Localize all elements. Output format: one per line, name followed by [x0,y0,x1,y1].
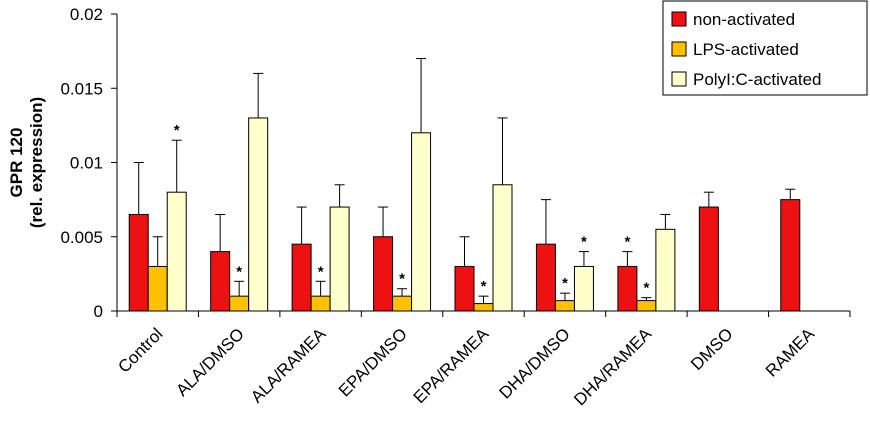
legend-entry: LPS-activated [693,40,799,59]
bar [229,295,250,312]
bar [655,228,676,312]
category-label: DMSO [687,324,736,373]
category-label: Control [114,324,166,376]
bar [454,265,475,312]
significance-marker: * [481,278,487,295]
bar [554,300,575,312]
legend-swatch [671,41,687,57]
bar [210,251,231,312]
significance-marker: * [643,280,649,297]
bar [780,199,801,312]
bar [636,300,657,312]
bar [128,213,149,312]
y-tick-label: 0.01 [70,154,103,173]
bar [147,265,168,312]
bar [573,265,594,312]
bar [617,265,638,312]
category-label: ALA/DMSO [172,324,248,400]
bar [392,295,413,312]
significance-marker: * [581,234,587,251]
legend-entry: PolyI:C-activated [693,70,822,89]
bar [535,243,556,312]
significance-marker: * [318,263,324,280]
category-label: EPA/DMSO [335,324,411,400]
bar [248,117,269,312]
y-axis-label-line: GPR 120 [7,128,26,198]
bar [329,206,350,312]
significance-marker: * [399,271,405,288]
bar [373,236,394,312]
y-tick-label: 0.005 [60,228,103,247]
category-label: DHA/RAMEA [570,324,655,409]
category-label: ALA/RAMEA [247,324,330,407]
bar [698,206,719,312]
legend-swatch [671,11,687,27]
significance-marker: * [562,275,568,292]
bar [411,132,432,312]
category-label: DHA/DMSO [496,324,574,402]
y-axis-label: GPR 120 (rel. expression) [7,97,46,228]
legend-box [662,0,868,96]
legend-swatch [671,71,687,87]
category-label: EPA/RAMEA [410,324,493,407]
bar [492,184,513,312]
category-label: RAMEA [762,324,819,381]
y-tick-label: 0.02 [70,5,103,24]
y-tick-label: 0.015 [60,79,103,98]
bar [310,295,331,312]
bar [473,303,494,312]
bar [166,191,187,312]
legend-entry: non-activated [693,10,795,29]
y-axis-label-line: (rel. expression) [27,97,46,228]
significance-marker: * [174,122,180,139]
legend: non-activated LPS-activated PolyI:C-activa… [662,0,868,96]
significance-marker: * [624,234,630,251]
y-tick-label: 0 [94,302,103,321]
significance-marker: * [236,263,242,280]
bar [291,243,312,312]
